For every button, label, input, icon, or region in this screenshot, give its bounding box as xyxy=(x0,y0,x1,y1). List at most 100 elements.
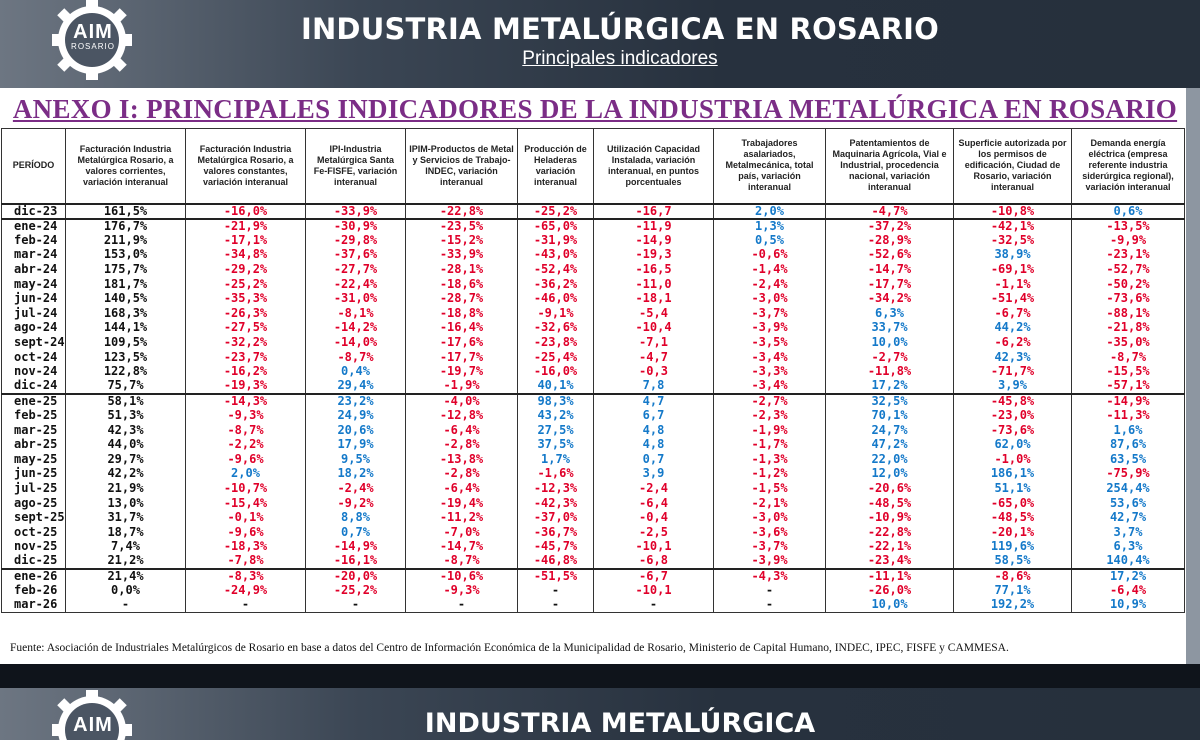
value-cell: 0,6% xyxy=(1071,202,1185,219)
value-cell: -2,2% xyxy=(185,437,306,452)
value-cell: -22,8% xyxy=(825,524,954,540)
value-cell: -20,0% xyxy=(305,567,406,584)
value-cell: - xyxy=(405,597,518,614)
page-subtitle: Principales indicadores xyxy=(522,48,718,69)
value-cell: 0,4% xyxy=(305,364,406,380)
period-cell: dic-25 xyxy=(1,554,66,569)
value-cell: -51,5% xyxy=(517,567,594,584)
value-cell: - xyxy=(713,597,826,614)
value-cell: -4,3% xyxy=(713,567,826,584)
column-header: Patentamientos de Maquinaria Agrícola, V… xyxy=(825,128,954,204)
value-cell: -75,9% xyxy=(1071,466,1185,482)
value-cell: -2,5 xyxy=(593,524,714,540)
value-cell: -22,1% xyxy=(825,539,954,555)
value-cell: - xyxy=(185,597,306,614)
value-cell: -14,7% xyxy=(825,262,954,277)
value-cell: 1,6% xyxy=(1071,422,1185,438)
value-cell: -33,9% xyxy=(405,247,518,263)
value-cell: 21,2% xyxy=(65,554,186,569)
period-cell: feb-25 xyxy=(1,408,66,423)
column-header: Demanda energía eléctrica (empresa refer… xyxy=(1071,128,1185,204)
value-cell: -20,6% xyxy=(825,481,954,496)
value-cell: 109,5% xyxy=(65,335,186,350)
value-cell: - xyxy=(713,583,826,598)
value-cell: -43,0% xyxy=(517,247,594,263)
value-cell: -1,0% xyxy=(953,452,1072,467)
value-cell: 9,5% xyxy=(305,452,406,467)
value-cell: - xyxy=(65,597,186,614)
value-cell: -9,6% xyxy=(185,452,306,467)
value-cell: 47,2% xyxy=(825,437,954,452)
value-cell: 254,4% xyxy=(1071,481,1185,496)
table-row: sept-25 31,7% -0,1% 8,8% -11,2% -37,0% -0,4 -3,… xyxy=(1,510,1185,525)
value-cell: 140,4% xyxy=(1071,554,1185,569)
table-row: sept-24 109,5% -32,2% -14,0% -17,6% -23,8% -7,… xyxy=(1,335,1185,350)
value-cell: -36,2% xyxy=(517,276,594,292)
value-cell: -52,4% xyxy=(517,262,594,277)
value-cell: -37,6% xyxy=(305,247,406,263)
table-row: mar-25 42,3% -8,7% 20,6% -6,4% 27,5% 4,8 -1,9% 2… xyxy=(1,422,1185,438)
value-cell: -71,7% xyxy=(953,364,1072,380)
table-row: dic-23 161,5% -16,0% -33,9% -22,8% -25,2% -16,… xyxy=(1,202,1185,219)
period-cell: sept-25 xyxy=(1,510,66,525)
value-cell: -7,0% xyxy=(405,524,518,540)
value-cell: -14,9 xyxy=(593,233,714,248)
value-cell: -8,7% xyxy=(185,422,306,438)
column-header: Superficie autorizada por los permisos d… xyxy=(953,128,1072,204)
table-row: jul-25 21,9% -10,7% -2,4% -6,4% -12,3% -2,4 -1,… xyxy=(1,481,1185,496)
value-cell: -34,2% xyxy=(825,291,954,307)
value-cell: 10,0% xyxy=(825,335,954,350)
value-cell: -31,0% xyxy=(305,291,406,307)
value-cell: 211,9% xyxy=(65,233,186,248)
table-row: jul-24 168,3% -26,3% -8,1% -18,8% -9,1% -5,4 -3… xyxy=(1,306,1185,321)
value-cell: 22,0% xyxy=(825,452,954,467)
value-cell: -11,2% xyxy=(405,510,518,525)
value-cell: -29,8% xyxy=(305,233,406,248)
period-cell: feb-24 xyxy=(1,233,66,248)
value-cell: -9,3% xyxy=(185,408,306,423)
value-cell: 42,3% xyxy=(953,349,1072,365)
value-cell: -50,2% xyxy=(1071,276,1185,292)
table-body: dic-23 161,5% -16,0% -33,9% -22,8% -25,2% -16,… xyxy=(1,202,1185,614)
value-cell: -48,5% xyxy=(825,495,954,511)
next-slide-gear-logo-icon xyxy=(52,690,132,740)
value-cell: -19,7% xyxy=(405,364,518,380)
value-cell: 119,6% xyxy=(953,539,1072,555)
value-cell: -69,1% xyxy=(953,262,1072,277)
value-cell: -21,9% xyxy=(185,217,306,234)
period-cell: nov-25 xyxy=(1,539,66,555)
value-cell: 63,5% xyxy=(1071,452,1185,467)
value-cell: -3,7% xyxy=(713,306,826,321)
value-cell: -3,9% xyxy=(713,554,826,569)
value-cell: 32,5% xyxy=(825,392,954,409)
value-cell: - xyxy=(593,597,714,614)
value-cell: -6,4 xyxy=(593,495,714,511)
value-cell: -14,9% xyxy=(305,539,406,555)
value-cell: -9,3% xyxy=(405,583,518,598)
value-cell: -8,6% xyxy=(953,567,1072,584)
value-cell: -25,4% xyxy=(517,349,594,365)
value-cell: -17,1% xyxy=(185,233,306,248)
value-cell: -26,0% xyxy=(825,583,954,598)
value-cell: 10,9% xyxy=(1071,597,1185,614)
value-cell: -14,2% xyxy=(305,320,406,336)
table-row: ene-24 176,7% -21,9% -30,9% -23,5% -65,0% -11,… xyxy=(1,217,1185,234)
value-cell: 53,6% xyxy=(1071,495,1185,511)
value-cell: -2,8% xyxy=(405,437,518,452)
value-cell: 13,0% xyxy=(65,495,186,511)
value-cell: -3,9% xyxy=(713,320,826,336)
period-cell: dic-24 xyxy=(1,379,66,394)
value-cell: -17,7% xyxy=(405,349,518,365)
value-cell: -17,7% xyxy=(825,276,954,292)
value-cell: -37,0% xyxy=(517,510,594,525)
value-cell: 192,2% xyxy=(953,597,1072,614)
table-row: jun-24 140,5% -35,3% -31,0% -28,7% -46,0% -18,… xyxy=(1,291,1185,307)
value-cell: -19,4% xyxy=(405,495,518,511)
value-cell: 18,2% xyxy=(305,466,406,482)
value-cell: 186,1% xyxy=(953,466,1072,482)
value-cell: 181,7% xyxy=(65,276,186,292)
value-cell: 20,6% xyxy=(305,422,406,438)
value-cell: -1,1% xyxy=(953,276,1072,292)
value-cell: -73,6% xyxy=(953,422,1072,438)
annex-document: ANEXO I: PRINCIPALES INDICADORES DE LA I… xyxy=(0,88,1200,664)
